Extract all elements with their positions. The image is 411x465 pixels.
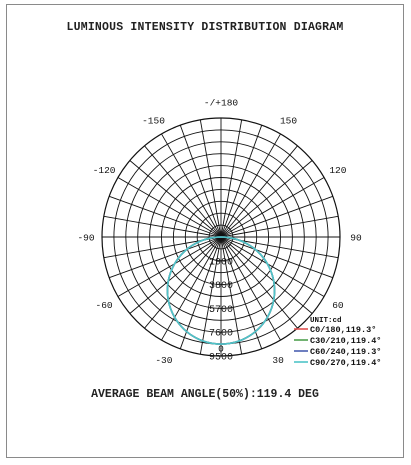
polar-spoke [161,236,222,341]
polar-spoke [117,236,222,297]
polar-spoke [199,119,222,238]
radial-tick-label: 7600 [209,329,233,340]
angle-tick-label: 60 [332,300,344,311]
legend-entry: C0/180,119.3° [310,325,376,335]
polar-spoke [220,236,313,314]
polar-spoke [220,160,313,238]
polar-spoke [220,145,298,238]
polar-spoke [179,125,222,238]
angle-tick-label: -/+180 [204,98,239,109]
polar-spoke [161,133,222,238]
angle-tick-label: 30 [272,355,284,366]
average-beam-angle: AVERAGE BEAM ANGLE(50%):119.4 DEG [91,388,319,401]
polar-spoke [199,236,222,355]
radial-tick-label: 9500 [209,353,233,364]
angle-tick-label: -120 [93,165,116,176]
polar-spoke [109,236,222,279]
polar-spoke [103,215,222,238]
polar-spoke [220,236,263,349]
radial-tick-label: 1900 [209,257,233,268]
legend-entry: C30/210,119.4° [310,336,381,346]
legend-entry: C90/270,119.4° [310,358,381,368]
polar-spoke [220,236,298,329]
polar-spoke [220,177,325,238]
polar-spoke [129,236,222,314]
angle-tick-label: 90 [350,233,362,244]
polar-spoke [220,215,339,238]
polar-spoke [129,160,222,238]
polar-spoke [144,236,222,329]
polar-spoke [117,177,222,238]
angle-tick-label: -30 [155,355,172,366]
unit-label: UNIT:cd [310,317,342,325]
radial-tick-label: 5700 [209,305,233,316]
intensity-curve-4 [166,236,276,345]
polar-spoke [220,236,243,355]
polar-spoke [220,236,281,341]
polar-spoke [220,195,333,238]
angle-tick-label: 120 [329,165,346,176]
radial-tick-label: 3800 [209,281,233,292]
polar-spoke [220,236,333,279]
polar-spoke [220,236,325,297]
polar-spoke [179,236,222,349]
angle-tick-label: -60 [96,300,113,311]
polar-spoke [220,125,263,238]
polar-spoke [220,133,281,238]
angle-tick-label: 150 [280,116,297,127]
angle-tick-label: -150 [142,116,165,127]
polar-spoke [144,145,222,238]
angle-tick-label: 0 [218,344,224,355]
legend-entry: C60/240,119.3° [310,347,381,357]
angle-tick-label: -90 [77,233,94,244]
chart-title: LUMINOUS INTENSITY DISTRIBUTION DIAGRAM [66,21,344,34]
polar-spoke [109,195,222,238]
polar-spoke [220,119,243,238]
